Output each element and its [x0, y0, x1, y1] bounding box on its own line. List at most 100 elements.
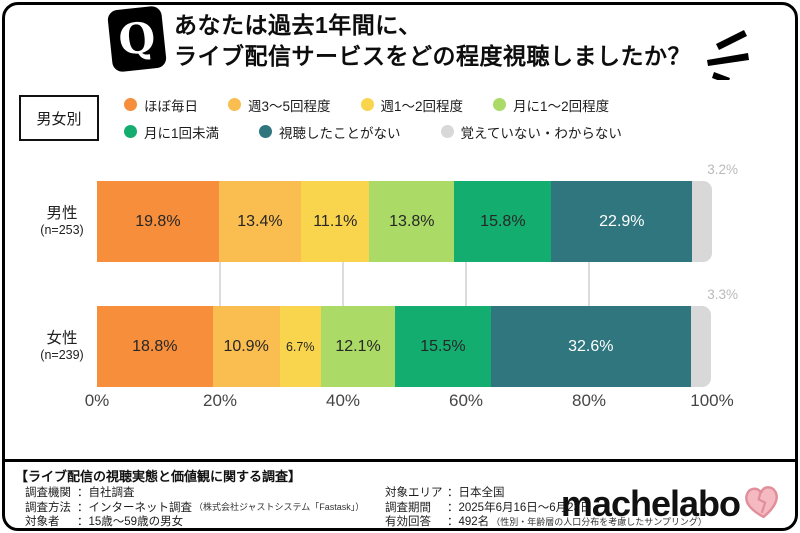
survey-row-label: 調査方法 [25, 501, 71, 514]
survey-row-right-1: 調査期間 ： 2025年6月16日〜6月23日 [385, 500, 707, 515]
legend-label-0: ほぼ毎日 [144, 98, 198, 114]
segment-月に1〜2回程度: 12.1% [320, 306, 396, 387]
x-tick-100%: 100% [690, 391, 734, 410]
survey-row-right-2: 有効回答 ： 492名 （性別・年齢層の人口分布を考慮したサンプリング） [385, 514, 707, 529]
survey-row-colon: ： [447, 516, 459, 529]
survey-row-value: 2025年6月16日〜6月23日 [458, 501, 592, 514]
survey-row-note: （株式会社ジャストシステム「Fastask」） [194, 502, 365, 513]
survey-row-value: 492名 [458, 516, 490, 529]
x-tick-0%: 0% [84, 391, 110, 410]
legend-item-2: 週1〜2回程度 [360, 95, 464, 115]
bar-track-女性: 18.8% 10.9% 6.7% 12.1% 15.5% 32.6% 3.3% [97, 287, 738, 387]
survey-row-value: 15歳〜59歳の男女 [88, 516, 184, 529]
legend-label-4: 月に1回未満 [144, 125, 220, 141]
survey-row-colon: ： [77, 516, 89, 529]
question-badge: Q [106, 5, 168, 73]
survey-row-left-2: 対象者 ： 15歳〜59歳の男女 [25, 514, 364, 529]
survey-row-left-0: 調査機関 ：自社調査 [25, 485, 364, 500]
legend-swatch-6 [440, 125, 454, 138]
legend-item-5: 視聴したことがない [259, 122, 401, 142]
legend-label-6: 覚えていない・わからない [460, 125, 622, 141]
bar-cap-男性 [692, 181, 712, 262]
survey-row-colon: ： [447, 487, 459, 500]
group-label: 男女別 [36, 110, 82, 128]
segment-週1〜2回程度: 6.7% [279, 306, 321, 387]
x-tick-80%: 80% [571, 391, 607, 410]
legend-item-3: 月に1〜2回程度 [493, 95, 609, 115]
survey-row-colon: ： [77, 501, 89, 514]
survey-row-value: 自社調査 [88, 487, 135, 500]
title-line-1: あなたは過去1年間に、 [174, 12, 422, 38]
survey-details-left: 調査機関：自社調査 調査方法：インターネット調査 （株式会社ジャストシステム「Fas… [25, 485, 364, 529]
legend-item-4: 月に1回未満 [124, 122, 219, 142]
footer-separator [4, 459, 796, 462]
heart-icon [745, 486, 778, 519]
bar-segments-男性: 19.8% 13.4% 11.1% 13.8% 15.8% 22.9% [97, 181, 693, 262]
segment-月に1回未満: 15.8% [454, 181, 552, 262]
survey-row-label: 対象エリア [385, 487, 443, 500]
bar-segments-女性: 18.8% 10.9% 6.7% 12.1% 15.5% 32.6% [97, 306, 692, 387]
q-letter: Q [116, 12, 158, 65]
bar-cap-女性 [691, 306, 712, 387]
survey-row-label: 対象者 [25, 516, 60, 529]
x-tick-60%: 60% [448, 391, 484, 410]
legend-item-0: ほぼ毎日 [124, 95, 198, 115]
sample-size: (n=239) [40, 348, 84, 363]
emphasis-strokes-icon [707, 30, 749, 80]
bar-row-男性: 男性 (n=253) 19.8% 13.4% 11.1% 13.8% 15.8% 22.9% 3… [0, 162, 800, 262]
gridline-60 [465, 181, 467, 387]
legend-item-6: 覚えていない・わからない [440, 122, 622, 142]
survey-title: 【ライブ配信の視聴実態と価値観に関する調査】 [15, 469, 302, 484]
legend-label-2: 週1〜2回程度 [380, 98, 464, 114]
legend-swatch-5 [259, 125, 273, 138]
legend-swatch-0 [124, 98, 137, 111]
legend-swatch-4 [124, 125, 137, 138]
segment-週3〜5回程度: 10.9% [212, 306, 280, 387]
segment-週1〜2回程度: 11.1% [301, 181, 370, 262]
survey-details-right: 対象エリア：日本全国 調査期間： 2025年6月16日〜6月23日 有効回答： 492名… [385, 485, 707, 529]
category-name: 女性 [46, 330, 78, 347]
legend-item-1: 週3〜5回程度 [228, 95, 331, 115]
plot-gridlines [97, 181, 712, 387]
survey-row-value: 日本全国 [458, 487, 505, 500]
segment-視聴したことがない: 22.9% [551, 181, 693, 262]
segment-月に1〜2回程度: 13.8% [369, 181, 455, 262]
legend-swatch-1 [228, 98, 241, 111]
x-tick-40%: 40% [325, 391, 361, 410]
legend-label-3: 月に1〜2回程度 [513, 98, 610, 114]
x-tick-20%: 20% [202, 391, 238, 410]
cap-label-女性: 3.3% [707, 287, 738, 302]
segment-月に1回未満: 15.5% [395, 306, 491, 387]
category-name: 男性 [46, 205, 78, 222]
cap-label-男性: 3.2% [707, 162, 738, 177]
legend-label-5: 視聴したことがない [279, 125, 401, 141]
gridline-40 [342, 181, 344, 387]
row-label-女性: 女性 (n=239) [18, 306, 106, 387]
title-line-2: ライブ配信サービスをどの程度視聴しましたか？ [174, 43, 691, 69]
bar-track-男性: 19.8% 13.4% 11.1% 13.8% 15.8% 22.9% 3.2% [97, 162, 738, 262]
legend-row-1: ほぼ毎日 週3〜5回程度 週1〜2回程度 月に1〜2回程度 [124, 91, 622, 118]
brand-logo: machelabo [561, 486, 782, 522]
gridline-20 [219, 181, 221, 387]
brand-logo-text: machelabo [560, 483, 741, 524]
x-axis: 0% 20% 40% 60% 80% 100% [85, 391, 734, 413]
survey-row-colon: ： [77, 487, 89, 500]
segment-ほぼ毎日: 19.8% [97, 181, 219, 262]
gridline-80 [588, 181, 590, 387]
segment-ほぼ毎日: 18.8% [97, 306, 213, 387]
survey-row-value: インターネット調査 [88, 501, 193, 514]
legend-label-1: 週3〜5回程度 [248, 98, 331, 114]
bar-row-女性: 女性 (n=239) 18.8% 10.9% 6.7% 12.1% 15.5% 32.6% 3.… [0, 287, 800, 387]
survey-row-right-0: 対象エリア ：日本全国 [385, 485, 707, 500]
survey-row-colon: ： [447, 501, 459, 514]
page-title: あなたは過去1年間に、 ライブ配信サービスをどの程度視聴しましたか？ [174, 10, 691, 72]
row-label-男性: 男性 (n=253) [18, 181, 106, 262]
survey-row-left-1: 調査方法 ：インターネット調査 （株式会社ジャストシステム「Fastask」） [25, 500, 364, 515]
legend-swatch-2 [360, 98, 374, 111]
segment-視聴したことがない: 32.6% [490, 306, 692, 387]
segment-週3〜5回程度: 13.4% [218, 181, 302, 262]
survey-row-label: 調査機関 [25, 487, 71, 500]
survey-row-note: （性別・年齢層の人口分布を考慮したサンプリング） [491, 516, 707, 527]
legend-swatch-3 [493, 98, 507, 111]
